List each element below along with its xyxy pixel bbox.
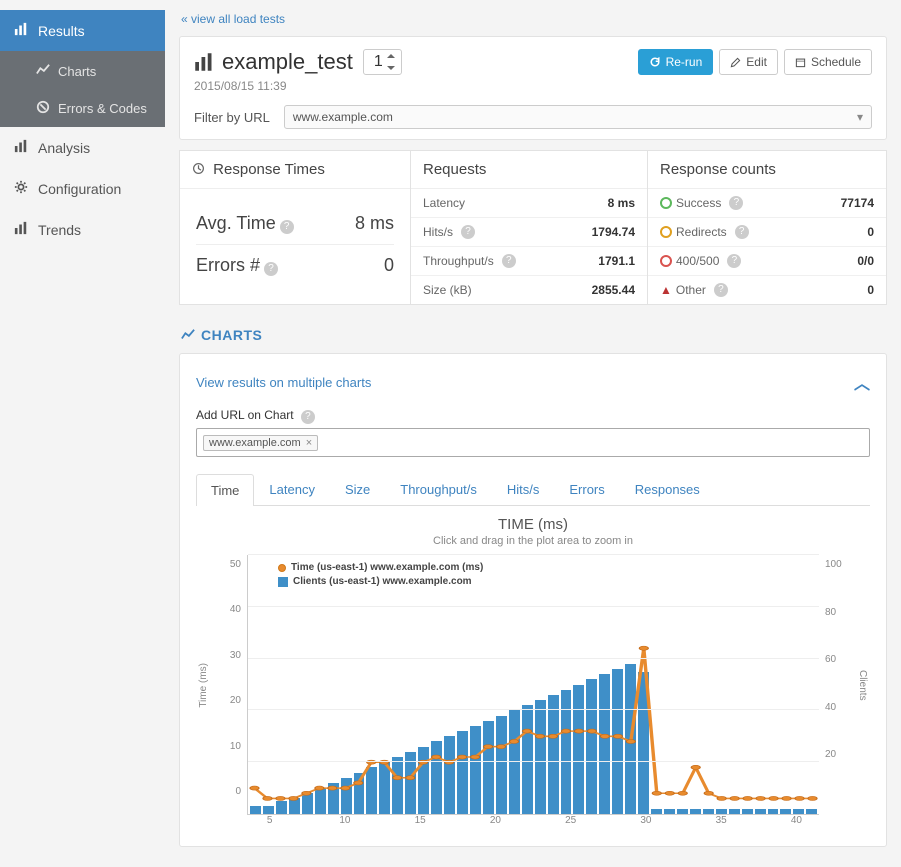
edit-button[interactable]: Edit — [719, 49, 778, 75]
kv-row: Latency8 ms — [411, 189, 647, 218]
sidebar-label: Charts — [58, 64, 96, 79]
calendar-icon — [795, 57, 806, 68]
run-select[interactable]: 1 — [363, 49, 402, 75]
tab-errors[interactable]: Errors — [554, 473, 619, 505]
pencil-icon — [730, 57, 741, 68]
charts-panel: View results on multiple charts ︿ Add UR… — [179, 353, 887, 847]
sidebar-item-trends[interactable]: Trends — [0, 209, 165, 250]
line-icon — [36, 63, 50, 80]
stats-row: Response Times Avg. Time? 8 ms Errors #?… — [179, 150, 887, 305]
kv-row: Hits/s?1794.74 — [411, 218, 647, 247]
timestamp: 2015/08/15 11:39 — [194, 79, 872, 93]
help-icon[interactable]: ? — [729, 196, 743, 210]
errors-value: 0 — [384, 255, 394, 276]
kv-row: ▲ Other?0 — [648, 276, 886, 304]
title-text: example_test — [222, 49, 353, 75]
box-head: Requests — [411, 151, 647, 189]
avg-time-value: 8 ms — [355, 213, 394, 234]
box-head: Response Times — [180, 151, 410, 189]
tab-time[interactable]: Time — [196, 474, 254, 506]
url-tag: www.example.com × — [203, 435, 318, 451]
kv-row: Throughput/s?1791.1 — [411, 247, 647, 276]
help-icon[interactable]: ? — [301, 410, 315, 424]
sidebar-item-errors[interactable]: Errors & Codes — [0, 90, 165, 127]
tab-latency[interactable]: Latency — [254, 473, 330, 505]
y-axis-right: 10080604020 — [819, 555, 855, 815]
success-icon — [660, 197, 672, 209]
tab-throughputs[interactable]: Throughput/s — [385, 473, 492, 505]
kv-row: Success?77174 — [648, 189, 886, 218]
errors-label: Errors # — [196, 255, 260, 275]
y-axis-right-label: Clients — [855, 670, 870, 701]
charts-section-title: CHARTS — [181, 327, 887, 343]
chart-tabs: TimeLatencySizeThroughput/sHits/sErrorsR… — [196, 473, 870, 506]
sidebar-label: Results — [38, 23, 85, 39]
sidebar: Results Charts Errors & Codes Analysis C… — [0, 0, 165, 867]
x-axis: 510152025303540 — [232, 815, 834, 826]
y-axis-left: 50403020100 — [211, 555, 247, 815]
refresh-icon — [649, 56, 661, 68]
help-icon[interactable]: ? — [264, 262, 278, 276]
help-icon[interactable]: ? — [502, 254, 516, 268]
response-counts-box: Response counts Success?77174 Redirects?… — [648, 150, 887, 305]
filter-label: Filter by URL — [194, 110, 270, 125]
plot-area[interactable]: Time (us-east-1) www.example.com (ms) Cl… — [247, 555, 819, 815]
warning-icon: ▲ — [660, 283, 672, 297]
help-icon[interactable]: ? — [714, 283, 728, 297]
kv-row: 400/500?0/0 — [648, 247, 886, 276]
error-icon — [660, 255, 672, 267]
collapse-icon[interactable]: ︿ — [854, 370, 870, 394]
kv-row: Size (kB)2855.44 — [411, 276, 647, 304]
requests-box: Requests Latency8 msHits/s?1794.74Throug… — [411, 150, 648, 305]
chart: Time (ms) 50403020100 Time (us-east-1) w… — [196, 555, 870, 815]
sidebar-label: Analysis — [38, 140, 90, 156]
main: « view all load tests example_test 1 Re-… — [165, 0, 901, 867]
tab-responses[interactable]: Responses — [620, 473, 715, 505]
response-times-box: Response Times Avg. Time? 8 ms Errors #?… — [179, 150, 411, 305]
multi-charts-link[interactable]: View results on multiple charts — [196, 375, 371, 390]
bar-icon — [14, 221, 28, 238]
back-link[interactable]: « view all load tests — [181, 12, 285, 26]
sidebar-item-results[interactable]: Results — [0, 10, 165, 51]
help-icon[interactable]: ? — [735, 225, 749, 239]
add-url-label: Add URL on Chart ? — [196, 408, 870, 424]
bar-icon — [14, 139, 28, 156]
y-axis-left-label: Time (ms) — [196, 663, 211, 708]
sidebar-label: Errors & Codes — [58, 101, 147, 116]
tab-hitss[interactable]: Hits/s — [492, 473, 555, 505]
help-icon[interactable]: ? — [280, 220, 294, 234]
url-tag-input[interactable]: www.example.com × — [196, 428, 870, 457]
sidebar-label: Configuration — [38, 181, 121, 197]
rerun-button[interactable]: Re-run — [638, 49, 714, 75]
line-icon — [181, 328, 195, 342]
remove-tag-icon[interactable]: × — [306, 437, 312, 449]
chart-title: TIME (ms) — [196, 516, 870, 533]
error-icon — [36, 100, 50, 117]
avg-time-label: Avg. Time — [196, 213, 276, 233]
sidebar-item-charts[interactable]: Charts — [0, 51, 165, 90]
tab-size[interactable]: Size — [330, 473, 385, 505]
redirect-icon — [660, 226, 672, 238]
chart-subtitle: Click and drag in the plot area to zoom … — [196, 535, 870, 547]
clock-icon — [192, 162, 205, 175]
box-head: Response counts — [648, 151, 886, 189]
page-title: example_test — [194, 49, 353, 75]
kv-row: Redirects?0 — [648, 218, 886, 247]
sidebar-item-analysis[interactable]: Analysis — [0, 127, 165, 168]
gear-icon — [14, 180, 28, 197]
sidebar-label: Trends — [38, 222, 81, 238]
help-icon[interactable]: ? — [727, 254, 741, 268]
bar-icon — [14, 22, 28, 39]
bar-icon — [194, 52, 214, 72]
header-panel: example_test 1 Re-run Edit Sche — [179, 36, 887, 140]
schedule-button[interactable]: Schedule — [784, 49, 872, 75]
url-filter-select[interactable]: www.example.com — [284, 105, 872, 129]
sidebar-item-configuration[interactable]: Configuration — [0, 168, 165, 209]
help-icon[interactable]: ? — [461, 225, 475, 239]
